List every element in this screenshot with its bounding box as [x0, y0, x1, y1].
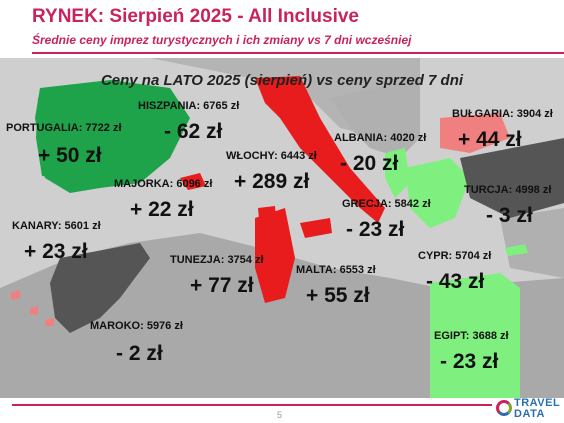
- label-morocco-name: MAROKO: 5976 zł: [90, 320, 183, 332]
- header-divider: [32, 52, 564, 54]
- region-turkey: [460, 138, 564, 218]
- label-malta-change: + 55 zł: [306, 284, 370, 307]
- label-bulgaria-change: + 44 zł: [458, 128, 522, 151]
- land-east: [500, 208, 564, 278]
- mediterranean-map: Ceny na LATO 2025 (sierpień) vs ceny spr…: [0, 58, 564, 398]
- region-egypt: [430, 273, 520, 398]
- label-cyprus-name: CYPR: 5704 zł: [418, 250, 492, 262]
- logo-text-top: TRAVEL: [514, 397, 561, 409]
- region-canary-2: [30, 306, 38, 315]
- label-turkey-name: TURCJA: 4998 zł: [464, 184, 552, 196]
- region-greece: [405, 158, 470, 228]
- region-cyprus: [505, 244, 528, 256]
- region-albania: [385, 148, 410, 198]
- land-balkans: [330, 78, 420, 158]
- label-canary-name: KANARY: 5601 zł: [12, 220, 101, 232]
- slide-header: RYNEK: Sierpień 2025 - All Inclusive Śre…: [0, 0, 564, 58]
- label-portugal-name: PORTUGALIA: 7722 zł: [6, 122, 122, 134]
- region-bulgaria: [440, 113, 510, 153]
- region-italy: [255, 76, 385, 223]
- label-tunisia-name: TUNEZJA: 3754 zł: [170, 254, 264, 266]
- label-cyprus-change: - 43 zł: [426, 270, 485, 293]
- map-shapes: [0, 58, 564, 398]
- label-albania-change: - 20 zł: [340, 152, 399, 175]
- page-number: 5: [277, 410, 283, 420]
- region-iberia: [35, 80, 190, 193]
- label-portugal-change: + 50 zł: [38, 144, 102, 167]
- label-bulgaria-name: BUŁGARIA: 3904 zł: [452, 108, 553, 120]
- label-morocco-change: - 2 zł: [116, 342, 163, 365]
- label-italy-name: WŁOCHY: 6443 zł: [226, 150, 317, 162]
- label-italy-change: + 289 zł: [234, 170, 310, 193]
- slide-subtitle: Średnie ceny imprez turystycznych i ich …: [32, 33, 412, 47]
- region-sicily: [300, 218, 332, 238]
- label-egypt-name: EGIPT: 3688 zł: [434, 330, 509, 342]
- footer-divider: [12, 404, 492, 406]
- label-tunisia-change: + 77 zł: [190, 274, 254, 297]
- label-greece-name: GRECJA: 5842 zł: [342, 198, 431, 210]
- region-tunisia: [255, 208, 295, 303]
- logo-ring-icon: [496, 400, 512, 416]
- region-morocco: [50, 243, 150, 333]
- region-majorca: [180, 173, 206, 190]
- label-turkey-change: - 3 zł: [486, 204, 533, 227]
- map-title: Ceny na LATO 2025 (sierpień) vs ceny spr…: [100, 72, 464, 89]
- label-egypt-change: - 23 zł: [440, 350, 499, 373]
- label-spain-name: HISZPANIA: 6765 zł: [138, 100, 240, 112]
- slide-title: RYNEK: Sierpień 2025 - All Inclusive: [32, 6, 359, 27]
- label-albania-name: ALBANIA: 4020 zł: [334, 132, 427, 144]
- label-canary-change: + 23 zł: [24, 240, 88, 263]
- travel-data-logo: TRAVEL DATA: [496, 396, 560, 422]
- label-majorca-name: MAJORKA: 6096 zł: [114, 178, 213, 190]
- land-north-africa: [0, 233, 564, 398]
- label-spain-change: - 62 zł: [164, 120, 223, 143]
- region-portugal: [36, 94, 60, 178]
- region-canary-3: [45, 318, 54, 326]
- region-canary-1: [10, 290, 20, 300]
- label-malta-name: MALTA: 6553 zł: [296, 264, 376, 276]
- logo-text-bottom: DATA: [514, 408, 545, 420]
- label-majorca-change: + 22 zł: [130, 198, 194, 221]
- label-greece-change: - 23 zł: [346, 218, 405, 241]
